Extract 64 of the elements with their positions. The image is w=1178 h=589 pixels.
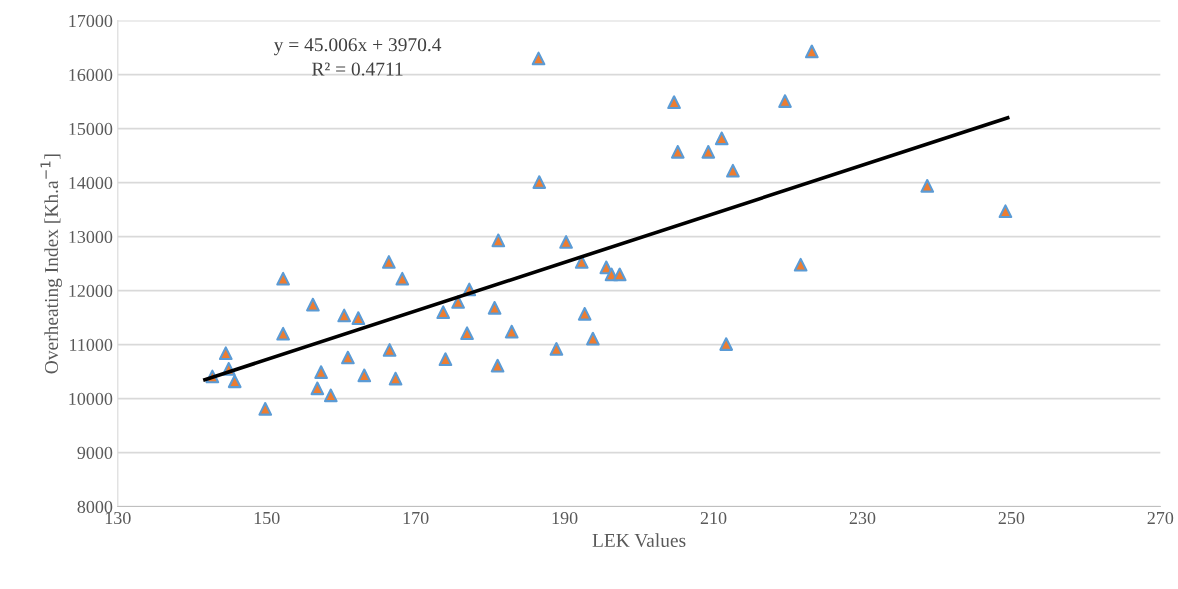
point [323, 388, 338, 403]
point [998, 204, 1013, 219]
y-tick-label: 10000 [69, 392, 113, 405]
point [531, 51, 546, 66]
y-axis-title: Overheating Index [Kh.a$^{−1}$] [40, 154, 63, 374]
y-tick-label: 14000 [69, 176, 113, 190]
point [670, 144, 685, 159]
point [218, 346, 233, 361]
point [549, 342, 564, 356]
point [382, 343, 397, 357]
y-tick-label: 11000 [70, 338, 113, 352]
point [460, 326, 474, 341]
x-tick-label: 170 [403, 511, 429, 525]
point [337, 308, 352, 323]
point [351, 311, 366, 325]
x-tick-label: 230 [849, 511, 876, 525]
x-tick-label: 250 [998, 511, 1025, 525]
point [314, 365, 328, 379]
point [577, 306, 592, 321]
x-axis-title: LEK Values [592, 533, 686, 548]
y-tick-label: 15000 [69, 122, 113, 136]
point [793, 257, 808, 272]
point [306, 297, 320, 312]
point [491, 233, 506, 248]
point [586, 331, 600, 346]
y-tick-label: 13000 [69, 230, 113, 244]
point [388, 371, 403, 386]
point [726, 163, 740, 178]
point [276, 326, 290, 341]
x-tick-label: 210 [700, 511, 727, 525]
point [395, 271, 410, 286]
point [714, 131, 729, 146]
point [487, 301, 502, 315]
annotation: R² = 0.4711 [312, 62, 403, 76]
point [438, 352, 453, 366]
point [227, 374, 242, 389]
point [719, 337, 734, 351]
point [778, 94, 792, 108]
point [341, 350, 355, 365]
point [258, 401, 273, 416]
x-tick-label: 130 [105, 511, 131, 525]
point [436, 305, 451, 320]
point [504, 324, 519, 339]
point [667, 95, 681, 109]
annotation: y = 45.006x + 3970.4 [273, 38, 442, 56]
point [701, 144, 716, 159]
point [532, 175, 547, 189]
point [382, 255, 396, 269]
point [490, 358, 505, 373]
y-tick-label: 9000 [77, 446, 113, 459]
x-tick-label: 150 [254, 511, 280, 525]
point [310, 381, 325, 396]
y-tick-label: 8000 [77, 500, 113, 513]
point [559, 235, 573, 249]
point [276, 271, 290, 286]
point [357, 368, 372, 383]
point [612, 267, 627, 282]
y-tick-label: 16000 [69, 68, 113, 82]
point [920, 178, 935, 193]
y-tick-label: 17000 [69, 14, 113, 28]
x-tick-label: 190 [552, 511, 578, 525]
point [804, 44, 819, 59]
x-tick-label: 270 [1147, 511, 1174, 525]
y-tick-label: 12000 [69, 284, 113, 298]
